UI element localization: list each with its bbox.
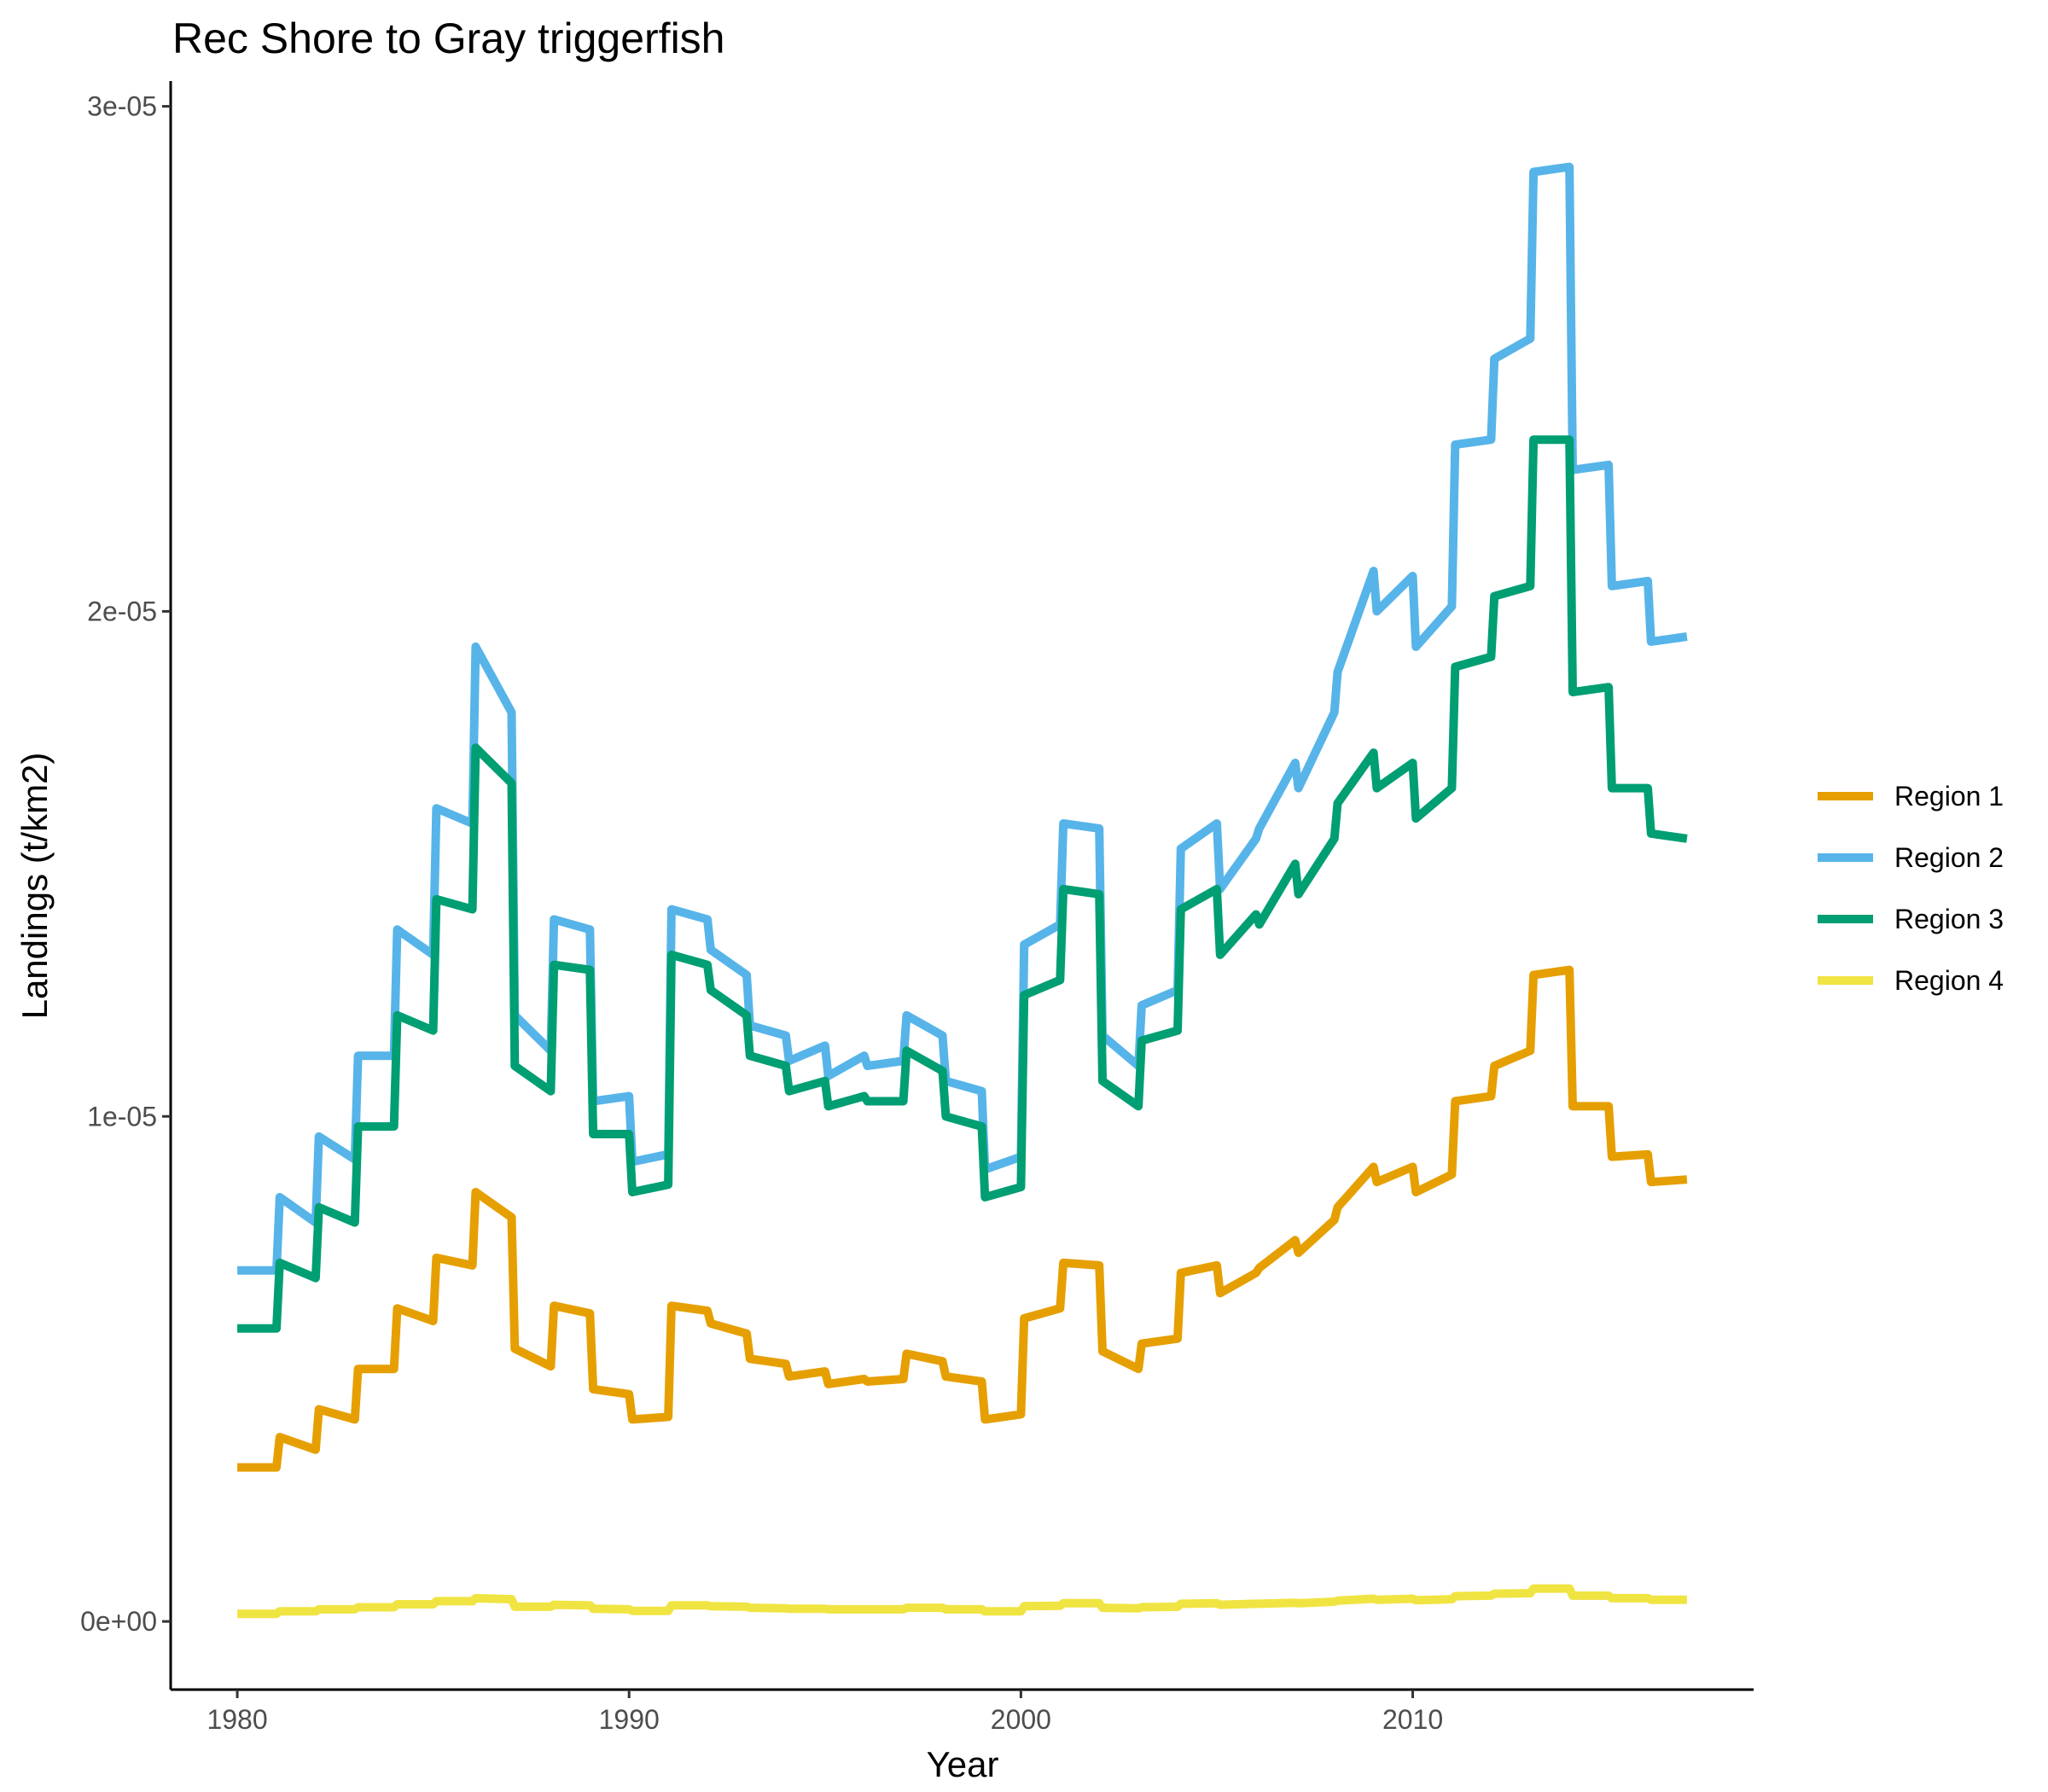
series-line-region-2 [237,162,1688,1275]
legend-label-region-1: Region 1 [1894,781,2004,812]
y-tick-label: 0e+00 [80,1606,157,1637]
series-line-region-1 [237,965,1688,1472]
x-tick-label: 1980 [207,1704,267,1735]
legend-label-region-3: Region 3 [1894,904,2004,934]
y-tick-label: 3e-05 [87,91,157,122]
x-axis-ticks: 1980 1990 2000 2010 [207,1690,1443,1735]
legend-label-region-2: Region 2 [1894,842,2004,873]
x-axis-title: Year [927,1744,999,1784]
chart-title: Rec Shore to Gray triggerfish [172,15,725,62]
y-tick-label: 1e-05 [87,1101,157,1132]
x-tick-label: 2000 [991,1704,1051,1735]
x-tick-label: 1990 [599,1704,660,1735]
y-axis-title: Landings (t/km2) [15,753,55,1020]
y-axis-ticks: 0e+00 1e-05 2e-05 3e-05 [80,91,171,1637]
x-tick-label: 2010 [1382,1704,1443,1735]
plot-area [237,162,1688,1619]
legend: Region 1 Region 2 Region 3 Region 4 [1818,781,2004,996]
series-line-region-4 [237,1584,1687,1619]
series-line-region-3 [237,435,1688,1333]
y-tick-label: 2e-05 [87,596,157,626]
legend-label-region-4: Region 4 [1894,965,2004,996]
